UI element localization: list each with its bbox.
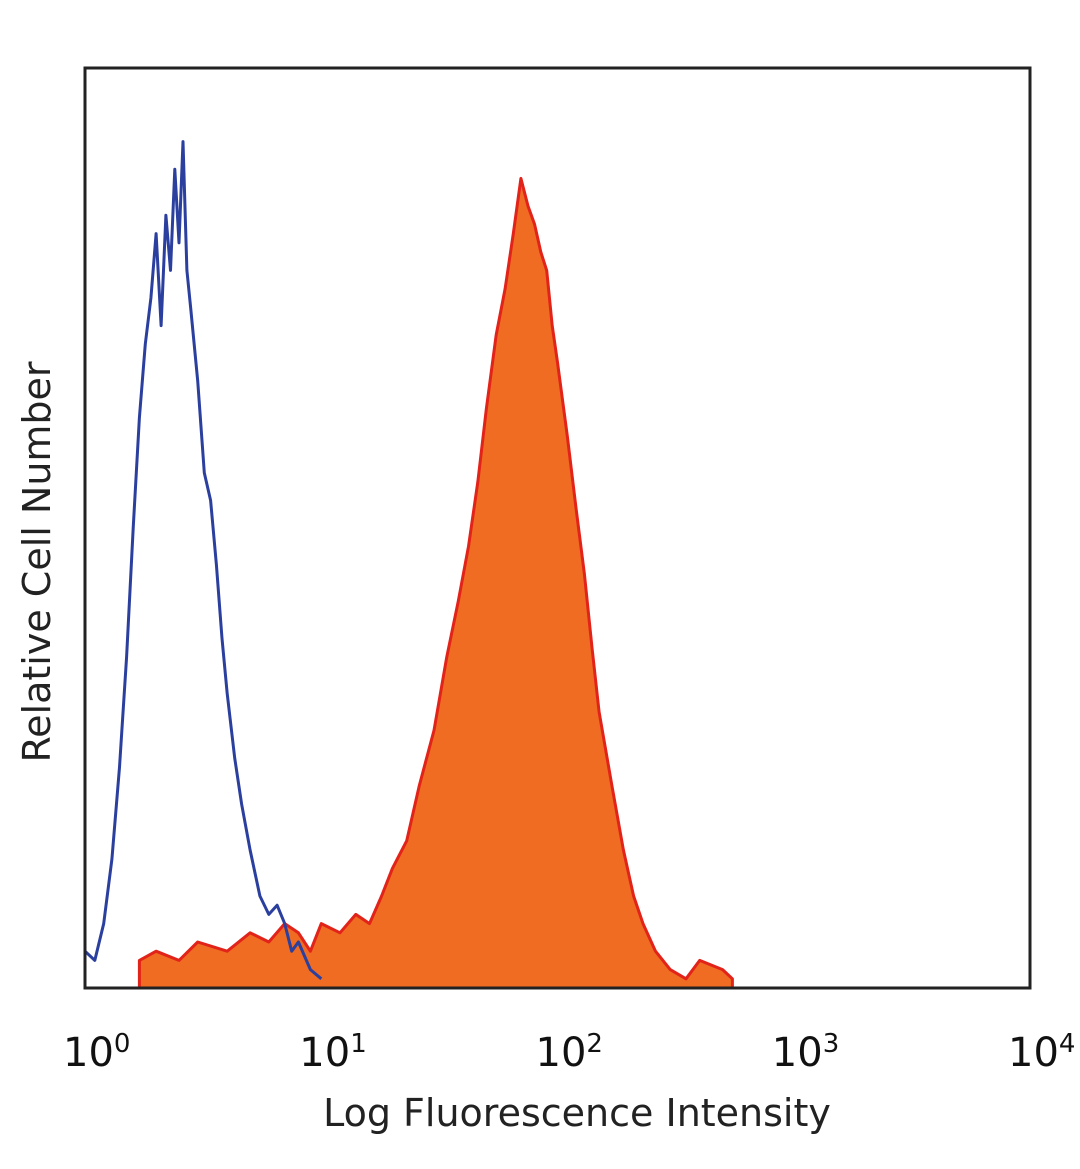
x-tick-labels: 100 101 102 103 104: [63, 1029, 1075, 1076]
outline-histogram-series: [83, 140, 323, 980]
y-axis-label: Relative Cell Number: [15, 361, 59, 762]
x-axis-label: Log Fluorescence Intensity: [323, 1091, 831, 1135]
x-tick-label: 100: [63, 1029, 130, 1076]
plot-frame: [83, 66, 1032, 990]
filled-histogram-series: [137, 176, 734, 990]
x-tick-label: 102: [536, 1029, 603, 1076]
x-tick-label: 104: [1008, 1029, 1075, 1076]
x-tick-label: 103: [772, 1029, 839, 1076]
series-layer: [83, 140, 734, 990]
x-tick-label: 101: [299, 1029, 366, 1076]
